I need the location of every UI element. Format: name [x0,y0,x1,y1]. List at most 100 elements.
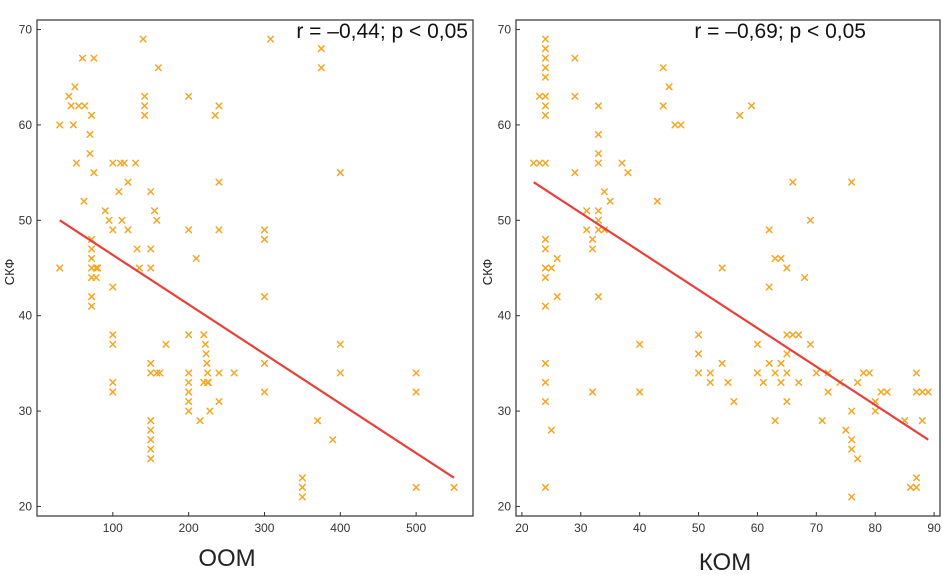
right-data-point [924,388,932,396]
right-x-tick-label: 20 [515,521,529,535]
right-points [530,35,932,501]
left-data-point [147,188,155,196]
right-data-point [753,369,761,377]
right-data-point [765,283,773,291]
left-y-tick-label: 50 [19,213,33,227]
left-data-point [147,245,155,253]
left-data-point [88,293,96,301]
left-data-point [206,407,214,415]
right-data-point [854,455,862,463]
left-data-point [120,159,128,167]
right-data-point [653,197,661,205]
left-data-point [56,121,64,129]
left-data-point [202,350,210,358]
left-data-point [71,83,79,91]
right-data-point [594,149,602,158]
right-data-point [777,254,785,263]
right-x-tick-label: 30 [574,521,588,535]
left-data-point [141,111,149,119]
right-data-point [594,226,602,234]
left-data-point [75,102,83,110]
right-data-point [801,273,809,282]
left-data-point [109,340,117,348]
left-data-point [147,264,155,272]
right-data-point [541,245,549,253]
left-data-point [109,283,117,291]
left-data-point [69,121,77,129]
right-data-point [589,245,597,253]
right-data-point [753,340,761,348]
right-data-point [783,264,791,272]
right-data-point [730,397,738,406]
right-data-point [854,378,862,387]
left-data-point [150,207,159,215]
right-data-point [706,369,714,377]
right-data-point [671,121,679,129]
left-data-point [201,340,209,348]
right-data-point [806,340,814,348]
left-data-point [185,331,193,339]
right-data-point [771,254,779,263]
left-data-point [133,245,141,253]
right-data-point [583,207,591,215]
left-data-point [141,92,149,100]
right-data-point [571,54,579,62]
left-data-point [185,397,193,406]
left-data-point [109,331,117,339]
right-data-point [541,235,549,243]
right-data-point [783,331,791,339]
left-ticks: 100 200 300 400 500 20 30 40 50 60 70 [19,23,427,535]
right-data-point [541,483,549,491]
left-y-tick-label: 40 [19,309,33,323]
right-y-tick-label: 60 [498,118,512,132]
right-y-tick-label: 20 [498,499,512,513]
left-data-point [147,417,155,425]
left-data-point [450,483,458,491]
right-x-tick-label: 50 [692,521,706,535]
left-data-point [132,159,140,167]
left-annotation: r = –0,44; p < 0,05 [296,20,468,43]
right-data-point [589,388,597,396]
right-data-point [748,102,756,110]
right-data-point [795,331,803,339]
left-x-axis-title: ООМ [198,545,255,572]
left-data-point [185,369,193,377]
left-data-point [196,417,204,425]
right-ticks: 20 30 40 50 60 70 80 90 20 30 40 50 60 70 [498,23,941,535]
left-data-point [109,388,117,396]
left-data-point [185,388,193,396]
right-data-point [918,417,926,425]
left-data-point [260,359,269,367]
left-data-point [185,407,193,415]
right-x-tick-label: 40 [633,521,647,535]
left-data-point [317,64,325,72]
right-data-point [695,350,703,358]
left-y-axis-title: СКФ [2,259,17,286]
right-data-point [541,111,549,119]
left-data-point [56,264,64,272]
right-data-point [783,397,791,406]
left-trendline [59,219,455,479]
left-data-point [147,455,155,463]
right-data-point [571,92,579,100]
left-y-tick-label: 60 [19,118,33,132]
right-data-point [783,369,791,377]
left-data-point [88,302,96,310]
left-x-tick-label: 200 [179,521,199,535]
right-data-point [659,102,667,110]
right-data-point [818,417,826,425]
right-data-point [583,226,591,234]
right-data-point [541,273,549,282]
left-data-point [124,226,132,234]
right-trendline [533,181,929,441]
right-data-point [541,359,549,367]
left-data-point [412,388,420,396]
left-data-point [154,64,162,72]
right-data-point [541,92,549,100]
right-data-point [848,436,856,444]
left-data-point [92,264,100,272]
right-data-point [541,378,549,387]
right-x-tick-label: 80 [869,521,883,535]
right-data-point [812,369,820,377]
